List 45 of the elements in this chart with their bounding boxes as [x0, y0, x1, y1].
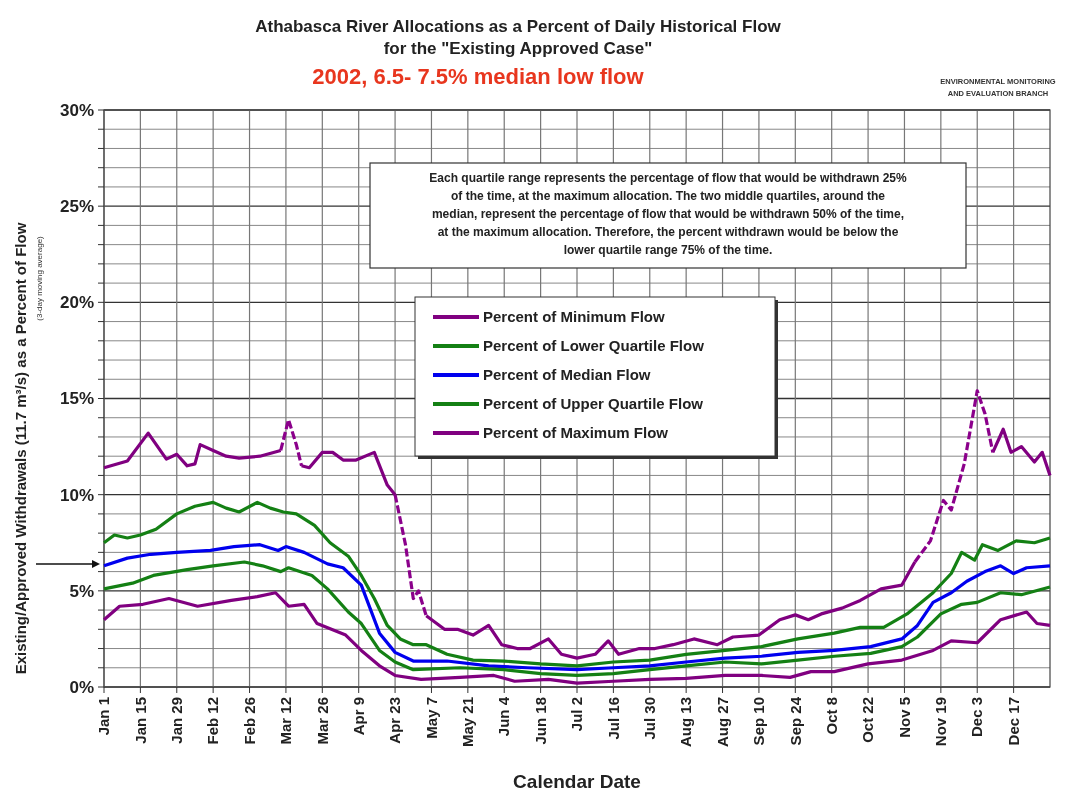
- x-tick-label: Sep 24: [786, 696, 804, 746]
- chart-title: Athabasca River Allocations as a Percent of Daily Historical Flow for the "Existing Approved Case": [255, 17, 782, 58]
- x-tick-label: Feb 26: [240, 697, 258, 745]
- x-tick-label: Apr 9: [349, 697, 367, 736]
- x-tick-label: Jul 30: [641, 697, 659, 740]
- x-tick-label: Mar 26: [313, 697, 331, 745]
- x-tick-label: Nov 19: [932, 697, 950, 747]
- x-tick-label: Dec 17: [1004, 697, 1022, 746]
- x-tick-label: Oct 22: [859, 697, 877, 743]
- y-tick-label: 30%: [59, 100, 94, 120]
- x-tick-label: May 7: [422, 697, 440, 739]
- y-tick-label: 0%: [69, 677, 94, 697]
- x-tick-label: Oct 8: [822, 697, 840, 735]
- y-tick-label: 5%: [69, 581, 94, 601]
- note-box: Each quartile range represents the percentage of flow that would be withdrawn 25% of the time, at the maximum allocation. The two middle quartiles, around the median, represent the percentage of flow that would be withdrawn 50% of the time, at the maximum allocation. Therefore, the percent withdrawn would be below the lower quartile range 75% of the time.: [369, 162, 967, 269]
- x-tick-label: Aug 13: [677, 697, 695, 748]
- y-tick-label: 20%: [59, 293, 94, 313]
- x-tick-label: Jun 4: [495, 696, 513, 737]
- x-tick-label: Jun 18: [531, 697, 549, 745]
- x-axis-title: Calendar Date: [513, 771, 641, 792]
- x-tick-label: Jan 15: [131, 697, 149, 744]
- legend-label: Percent of Maximum Flow: [483, 424, 669, 442]
- y-tick-label: 10%: [59, 485, 94, 505]
- x-tick-label: Aug 27: [713, 697, 731, 748]
- x-tick-label: Jan 1: [95, 697, 113, 736]
- x-tick-label: Nov 5: [895, 697, 913, 738]
- legend-label: Percent of Lower Quartile Flow: [483, 337, 705, 355]
- y-tick-label: 15%: [59, 389, 94, 409]
- x-tick-label: Mar 12: [277, 697, 295, 745]
- x-tick-label: Feb 12: [204, 697, 222, 745]
- x-tick-label: Apr 23: [386, 697, 404, 744]
- legend-label: Percent of Minimum Flow: [483, 308, 666, 326]
- chart-subtitle: 2002, 6.5- 7.5% median low flow: [312, 64, 645, 89]
- legend-label: Percent of Upper Quartile Flow: [483, 395, 704, 413]
- x-tick-label: Jan 29: [168, 697, 186, 744]
- x-tick-label: May 21: [459, 697, 477, 748]
- legend-label: Percent of Median Flow: [483, 366, 651, 384]
- x-tick-label: Jul 2: [568, 697, 586, 732]
- x-tick-label: Dec 3: [968, 697, 986, 738]
- y-axis-title: Existing/Approved Withdrawals (11.7 m³/s) as a Percent of Flow: [12, 222, 29, 675]
- text: (3-day moving average): [35, 235, 44, 321]
- annotation: Each quartile range represents the percentage of flow that would be withdrawn 25% of the time, at the maximum allocation. The two middle quartiles, around the median, represent the percentage of flow that would be withdrawn 50% of the time, at the maximum allocation. Therefore, the percent withdrawn would be below the lower quartile range 75% of the time.: [429, 171, 908, 257]
- x-tick-label: Jul 16: [604, 697, 622, 740]
- y-tick-label: 25%: [59, 197, 94, 217]
- x-tick-label: Sep 10: [750, 697, 768, 746]
